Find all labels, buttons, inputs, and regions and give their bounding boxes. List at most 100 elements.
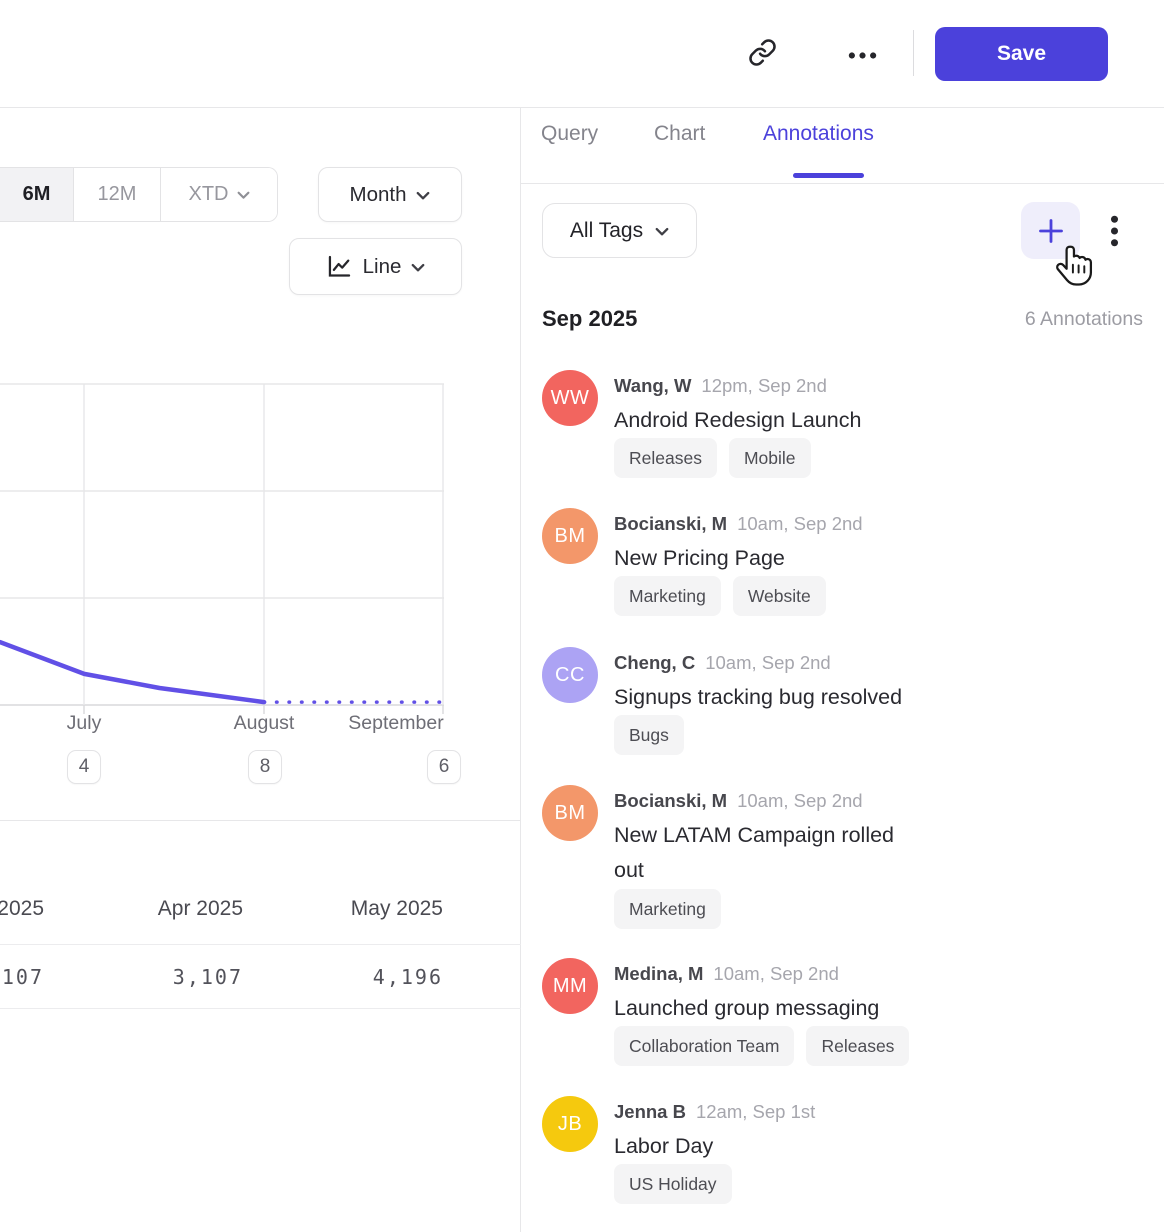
annotation-timestamp: 10am, Sep 2nd	[737, 513, 863, 534]
table-cell-value: 4,196	[372, 965, 443, 989]
date-range-label: 6M	[22, 183, 51, 205]
chevron-down-icon	[411, 255, 425, 279]
tag-pill: Collaboration Team	[614, 1026, 795, 1066]
annotation-title: Android Redesign Launch	[614, 408, 862, 432]
tag-filter-label: All Tags	[569, 218, 644, 242]
kebab-icon	[1110, 215, 1119, 247]
annotation-author: Wang, W	[614, 375, 692, 396]
table-cell-value: 3,107	[172, 965, 243, 989]
annotation-tags: Bugs	[614, 715, 684, 755]
table-column-header: May 2025	[350, 897, 443, 920]
table-column-header: Apr 2025	[157, 897, 243, 920]
annotation-title: Labor Day	[614, 1134, 714, 1158]
tag-filter-dropdown[interactable]: All Tags	[542, 203, 697, 258]
tag-pill: Marketing	[614, 576, 721, 616]
tag-pill: Mobile	[728, 438, 811, 478]
avatar-initials: BM	[554, 524, 586, 547]
date-range-label: 12M	[97, 183, 137, 205]
annotation-meta: Bocianski, M 10am, Sep 2nd	[614, 790, 863, 812]
date-range-label: XTD	[188, 183, 229, 205]
avatar-initials: MM	[552, 974, 588, 997]
chevron-down-icon	[655, 219, 669, 243]
tab-chart[interactable]: Chart	[654, 122, 706, 145]
add-annotation-button[interactable]	[1021, 202, 1080, 259]
table-border-bottom	[0, 1008, 521, 1009]
panel-divider	[520, 108, 521, 1232]
date-range-option-xtd[interactable]: XTD	[160, 168, 277, 221]
annotation-title: Launched group messaging	[614, 996, 880, 1020]
x-axis-tick-label: August	[233, 712, 295, 734]
annotation-meta: Bocianski, M 10am, Sep 2nd	[614, 513, 863, 535]
active-tab-underline	[793, 173, 864, 178]
annotation-author: Bocianski, M	[614, 790, 728, 811]
annotation-timestamp: 10am, Sep 2nd	[713, 963, 839, 984]
annotation-timestamp: 10am, Sep 2nd	[737, 790, 863, 811]
table-cell-value: 107	[1, 965, 44, 989]
annotation-tags: Marketing Website	[614, 576, 826, 616]
annotation-author: Jenna B	[614, 1101, 686, 1122]
annotation-count-badge[interactable]: 8	[248, 750, 282, 784]
plus-icon	[1037, 217, 1065, 245]
ellipsis-icon	[848, 48, 877, 63]
annotation-count: 6 Annotations	[1024, 308, 1143, 330]
save-button[interactable]: Save	[935, 27, 1108, 81]
annotation-timestamp: 10am, Sep 2nd	[705, 652, 831, 673]
avatar-initials: JB	[557, 1112, 583, 1135]
tag-pill: Releases	[806, 1026, 910, 1066]
avatar: CC	[542, 647, 598, 703]
annotation-timestamp: 12am, Sep 1st	[695, 1101, 816, 1122]
annotation-title: Signups tracking bug resolved	[614, 685, 903, 709]
tag-pill: Releases	[614, 438, 717, 478]
annotation-tags: Collaboration Team Releases	[614, 1026, 910, 1066]
chart-type-label: Line	[362, 254, 402, 278]
avatar: BM	[542, 785, 598, 841]
annotation-title: New Pricing Page	[614, 546, 785, 570]
tabs-bottom-border	[521, 183, 1164, 184]
chart-type-dropdown[interactable]: Line	[289, 238, 462, 295]
x-axis-tick-label: July	[66, 712, 102, 734]
annotation-meta: Jenna B 12am, Sep 1st	[614, 1101, 815, 1123]
annotation-meta: Medina, M 10am, Sep 2nd	[614, 963, 839, 985]
link-icon	[748, 38, 777, 70]
table-header-divider	[0, 944, 521, 945]
annotation-meta: Cheng, C 10am, Sep 2nd	[614, 652, 831, 674]
avatar-initials: CC	[555, 663, 585, 686]
avatar: MM	[542, 958, 598, 1014]
tab-annotations[interactable]: Annotations	[763, 122, 874, 145]
annotation-count-badge[interactable]: 6	[427, 750, 461, 784]
annotations-menu-button[interactable]	[1103, 210, 1125, 252]
chevron-down-icon	[416, 183, 430, 207]
tag-pill: US Holiday	[614, 1164, 732, 1204]
annotation-tags: US Holiday	[614, 1164, 732, 1204]
annotation-author: Medina, M	[614, 963, 704, 984]
more-options-button[interactable]	[840, 40, 884, 70]
chevron-down-icon	[237, 183, 250, 206]
avatar-initials: BM	[554, 801, 586, 824]
tab-query[interactable]: Query	[541, 122, 599, 145]
annotation-author: Bocianski, M	[614, 513, 728, 534]
interval-dropdown[interactable]: Month	[318, 167, 462, 222]
annotation-count-badge[interactable]: 4	[67, 750, 101, 784]
x-axis-tick-label: September	[348, 712, 444, 734]
date-range-option-12m[interactable]: 12M	[73, 168, 160, 221]
annotation-tags: Marketing	[614, 889, 721, 929]
table-border-top	[0, 820, 521, 821]
avatar: JB	[542, 1096, 598, 1152]
top-header: Save	[0, 0, 1164, 108]
annotation-title: New LATAM Campaign rolled out	[614, 823, 895, 882]
tag-pill: Marketing	[614, 889, 721, 929]
date-range-segmented-control: 6M 12M XTD	[0, 167, 278, 222]
tag-pill: Bugs	[614, 715, 684, 755]
tag-pill: Website	[732, 576, 826, 616]
annotation-tags: Releases Mobile	[614, 438, 811, 478]
annotation-timestamp: 12pm, Sep 2nd	[701, 375, 827, 396]
annotation-group-heading: Sep 2025	[542, 306, 638, 331]
date-range-option-6m[interactable]: 6M	[0, 168, 73, 221]
line-chart	[0, 383, 445, 714]
annotation-meta: Wang, W 12pm, Sep 2nd	[614, 375, 827, 397]
table-column-header: 2025	[0, 897, 44, 920]
share-link-button[interactable]	[740, 32, 784, 76]
line-chart-icon	[326, 253, 353, 280]
avatar: WW	[542, 370, 598, 426]
